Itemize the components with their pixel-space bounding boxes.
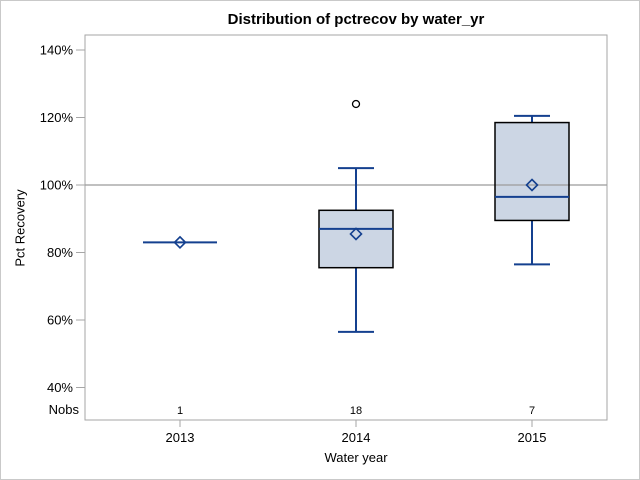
- y-tick-label: 100%: [40, 178, 74, 193]
- y-tick-label: 60%: [47, 313, 73, 328]
- nobs-row-label: Nobs: [49, 402, 80, 417]
- plot-frame: [84, 34, 608, 421]
- x-tick-label: 2015: [518, 430, 547, 445]
- mean-diamond: [525, 178, 539, 192]
- x-tick-label: 2013: [166, 430, 195, 445]
- x-tick-label: 2014: [342, 430, 371, 445]
- nobs-value: 18: [350, 405, 362, 417]
- y-tick-label: 80%: [47, 245, 73, 260]
- chart-title: Distribution of pctrecov by water_yr: [227, 11, 485, 28]
- mean-diamond: [173, 235, 187, 250]
- mean-diamond: [349, 227, 363, 241]
- y-axis-title: Pct Recovery: [13, 189, 28, 267]
- y-tick-label: 120%: [40, 110, 74, 125]
- box-fill: [495, 122, 569, 221]
- box-border: [318, 209, 394, 269]
- outlier-point: [351, 99, 361, 109]
- x-axis-title: Water year: [324, 450, 388, 465]
- box-border: [494, 121, 570, 222]
- nobs-value: 1: [177, 405, 183, 417]
- y-tick-label: 140%: [40, 43, 74, 58]
- y-tick-label: 40%: [47, 380, 73, 395]
- nobs-value: 7: [529, 405, 535, 417]
